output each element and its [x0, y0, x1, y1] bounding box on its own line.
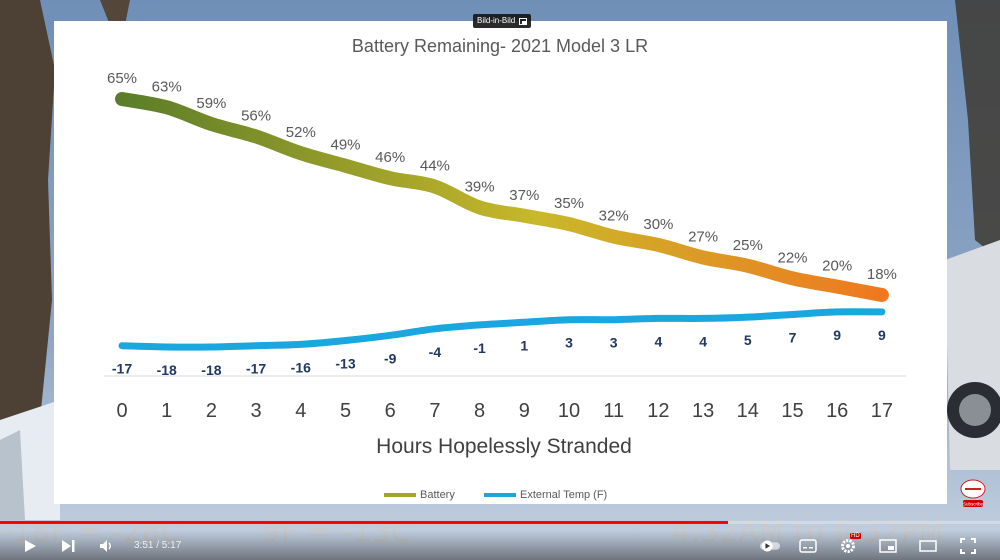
battery-data-label: 35%	[554, 195, 584, 212]
gear-icon	[841, 539, 855, 553]
battery-series: 65% 63% 59% 56% 52% 49% 46% 44% 39% 37% 35% 32% 30% 2…	[107, 70, 897, 302]
x-tick-label: 10	[558, 400, 580, 422]
caption-left: -18F = -28C	[2, 515, 181, 548]
caption-middle: 9F = -13C	[262, 515, 411, 548]
temp-data-label: 9	[833, 327, 841, 343]
miniplayer-icon	[879, 539, 897, 553]
temp-data-label: -4	[429, 344, 442, 360]
battery-data-label: 44%	[420, 158, 450, 175]
temp-data-label: -17	[112, 361, 132, 377]
temp-data-label: -1	[473, 340, 486, 356]
x-tick-label: 8	[474, 400, 485, 422]
player-controls: 3:51 / 5:17 HD	[0, 530, 1000, 560]
pip-tooltip-label: Bild-in-Bild	[477, 16, 516, 25]
temp-data-label: -9	[384, 350, 397, 366]
play-icon	[25, 540, 36, 552]
battery-data-label: 32%	[599, 208, 629, 225]
subtitles-button[interactable]	[798, 536, 818, 556]
fullscreen-icon	[960, 538, 976, 554]
battery-data-label: 20%	[822, 258, 852, 275]
pip-tooltip: Bild-in-Bild	[473, 14, 532, 28]
battery-data-label: 59%	[196, 95, 226, 112]
x-tick-label: 9	[519, 400, 530, 422]
battery-data-label: 27%	[688, 228, 718, 245]
theater-mode-button[interactable]	[918, 536, 938, 556]
temp-data-label: 1	[520, 337, 528, 353]
x-tick-label: 13	[692, 400, 714, 422]
temp-data-label: 4	[699, 333, 707, 349]
temp-data-label: -17	[246, 361, 266, 377]
x-tick-label: 3	[251, 400, 262, 422]
x-tick-label: 14	[737, 400, 759, 422]
chart-area: Battery Remaining- 2021 Model 3 LR 65% 63…	[54, 21, 947, 504]
battery-data-label: 63%	[152, 78, 182, 95]
progress-bar[interactable]	[0, 521, 1000, 524]
x-tick-label: 15	[781, 400, 803, 422]
temp-series: -17 -18 -18 -17 -16 -13 -9 -4 -1 1 3 3 4 4 5 7 9 9	[112, 308, 886, 378]
x-tick-label: 1	[161, 400, 172, 422]
battery-line	[115, 92, 889, 302]
caption-right: 4:32AM to 9:32PM	[672, 515, 944, 548]
next-icon	[62, 540, 75, 552]
battery-data-label: 25%	[733, 237, 763, 254]
battery-data-label: 37%	[509, 187, 539, 204]
pip-icon	[519, 17, 528, 25]
temp-data-label: -18	[157, 362, 177, 378]
next-button[interactable]	[58, 536, 78, 556]
x-axis-ticks: 0 1 2 3 4 5 6 7 8 9 10 11 12 13 14 15 16 17	[116, 400, 893, 422]
x-tick-label: 17	[871, 400, 893, 422]
volume-button[interactable]	[96, 536, 116, 556]
temp-line	[118, 308, 886, 351]
battery-data-label: 65%	[107, 70, 137, 87]
play-button[interactable]	[20, 536, 40, 556]
x-tick-label: 6	[385, 400, 396, 422]
battery-data-label: 46%	[375, 149, 405, 166]
temp-data-label: 3	[565, 335, 573, 351]
autoplay-toggle[interactable]	[760, 536, 780, 556]
legend: Battery External Temp (F)	[384, 489, 607, 501]
battery-data-label: 39%	[465, 178, 495, 195]
volume-icon	[100, 540, 111, 552]
progress-bar-played	[0, 521, 728, 524]
chart-title: Battery Remaining- 2021 Model 3 LR	[352, 36, 648, 56]
temp-data-label: -13	[335, 356, 355, 372]
fullscreen-button[interactable]	[958, 536, 978, 556]
x-tick-label: 5	[340, 400, 351, 422]
battery-data-label: 30%	[643, 216, 673, 233]
battery-data-label: 18%	[867, 266, 897, 283]
battery-data-label: 52%	[286, 124, 316, 141]
hd-badge: HD	[850, 533, 861, 539]
settings-button[interactable]: HD	[838, 533, 861, 556]
x-tick-label: 2	[206, 400, 217, 422]
temp-data-label: 3	[610, 335, 618, 351]
temp-data-label: 5	[744, 332, 752, 348]
x-tick-label: 4	[295, 400, 306, 422]
temp-data-label: 7	[789, 330, 797, 346]
temp-data-label: 9	[878, 327, 886, 343]
battery-data-label: 22%	[777, 249, 807, 266]
legend-label-temp: External Temp (F)	[520, 489, 607, 501]
battery-data-label: 49%	[330, 137, 360, 154]
x-tick-label: 12	[647, 400, 669, 422]
subscribe-watermark-label: Subscribe	[963, 502, 984, 507]
x-tick-label: 16	[826, 400, 848, 422]
autoplay-toggle-icon	[760, 540, 780, 552]
x-axis-label: Hours Hopelessly Stranded	[376, 435, 632, 458]
temp-data-label: -18	[201, 362, 221, 378]
battery-data-label: 56%	[241, 108, 271, 125]
x-tick-label: 0	[116, 400, 127, 422]
theater-icon	[919, 540, 937, 552]
temp-data-label: -16	[291, 359, 311, 375]
channel-watermark-logo[interactable]: Subscribe	[958, 478, 988, 508]
time-display: 3:51 / 5:17	[134, 540, 182, 551]
subtitles-icon	[799, 539, 817, 553]
temp-data-label: 4	[655, 333, 663, 349]
miniplayer-button[interactable]	[878, 536, 898, 556]
burned-in-captions: -18F = -28C 9F = -13C 4:32AM to 9:32PM	[0, 515, 1000, 555]
x-tick-label: 7	[429, 400, 440, 422]
x-tick-label: 11	[603, 400, 624, 422]
legend-label-battery: Battery	[420, 489, 455, 501]
